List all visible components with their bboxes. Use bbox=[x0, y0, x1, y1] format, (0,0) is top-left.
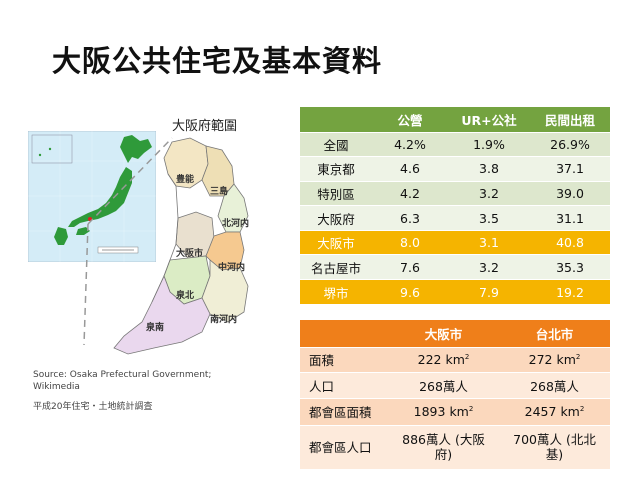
cell: 268萬人 bbox=[499, 371, 610, 398]
row-label: 都會區人口 bbox=[300, 424, 388, 469]
cell: 7.9 bbox=[448, 279, 530, 305]
row-label: 堺市 bbox=[300, 279, 372, 305]
cell: 31.1 bbox=[530, 205, 610, 231]
row-label: 面積 bbox=[300, 346, 388, 372]
cell: 4.2% bbox=[372, 131, 448, 157]
city-comparison-table: 大阪市 台北市 面積 222 km2 272 km2 人口 268萬人 268萬… bbox=[300, 320, 610, 469]
cell: 886萬人 (大阪府) bbox=[388, 424, 499, 469]
region-label-osaka-city: 大阪市 bbox=[176, 247, 203, 259]
region-label-senboku: 泉北 bbox=[175, 289, 194, 301]
cell: 35.3 bbox=[530, 254, 610, 280]
table-row: 都會區面積 1893 km2 2457 km2 bbox=[300, 397, 610, 425]
region-kitakawachi bbox=[217, 183, 249, 233]
cell: 272 km2 bbox=[499, 346, 610, 372]
table-row: 全國 4.2% 1.9% 26.9% bbox=[300, 131, 610, 157]
row-label: 名古屋市 bbox=[300, 254, 372, 280]
row-label: 東京都 bbox=[300, 156, 372, 182]
cell: 3.8 bbox=[448, 156, 530, 182]
unit-sup: 2 bbox=[468, 404, 474, 413]
cell: 700萬人 (北北基) bbox=[499, 424, 610, 469]
header-taipei: 台北市 bbox=[499, 320, 610, 347]
region-label-minamikawachi: 南河内 bbox=[210, 313, 237, 325]
cell: 222 km2 bbox=[388, 346, 499, 372]
region-label-toyono: 豊能 bbox=[176, 173, 194, 185]
header-blank bbox=[300, 107, 372, 132]
row-label: 大阪市 bbox=[300, 229, 372, 255]
row-label: 大阪府 bbox=[300, 205, 372, 231]
cell: 7.6 bbox=[372, 254, 448, 280]
cell: 9.6 bbox=[372, 279, 448, 305]
cell: 8.0 bbox=[372, 229, 448, 255]
region-label-kitakawachi: 北河内 bbox=[222, 217, 249, 229]
header-public: 公營 bbox=[372, 107, 448, 132]
cell: 2457 km2 bbox=[499, 397, 610, 425]
region-minamikawachi bbox=[201, 259, 249, 323]
table-row-highlighted: 大阪市 8.0 3.1 40.8 bbox=[300, 229, 610, 255]
cell: 6.3 bbox=[372, 205, 448, 231]
public-housing-table: 公營 UR+公社 民間出租 全國 4.2% 1.9% 26.9% 東京都 4.6… bbox=[300, 107, 610, 305]
cell: 37.1 bbox=[530, 156, 610, 182]
region-label-nakakawachi: 中河内 bbox=[218, 261, 245, 273]
region-label-mishima: 三島 bbox=[210, 185, 228, 197]
table-row: 都會區人口 886萬人 (大阪府) 700萬人 (北北基) bbox=[300, 424, 610, 469]
unit-sup: 2 bbox=[464, 352, 470, 361]
header-ur: UR+公社 bbox=[448, 107, 530, 132]
table-row: 面積 222 km2 272 km2 bbox=[300, 346, 610, 372]
table-row: 大阪府 6.3 3.5 31.1 bbox=[300, 205, 610, 231]
page-title: 大阪公共住宅及基本資料 bbox=[52, 44, 383, 78]
table-row: 特別區 4.2 3.2 39.0 bbox=[300, 180, 610, 206]
table-row: 人口 268萬人 268萬人 bbox=[300, 371, 610, 398]
region-sennan bbox=[113, 274, 211, 355]
table-row: 名古屋市 7.6 3.2 35.3 bbox=[300, 254, 610, 280]
header-osaka: 大阪市 bbox=[388, 320, 499, 347]
header-private-rental: 民間出租 bbox=[530, 107, 610, 132]
cell: 3.1 bbox=[448, 229, 530, 255]
header-blank bbox=[300, 320, 388, 347]
cell: 1.9% bbox=[448, 131, 530, 157]
row-label: 特別區 bbox=[300, 180, 372, 206]
cell: 1893 km2 bbox=[388, 397, 499, 425]
region-toyono bbox=[163, 137, 209, 189]
table-header-row: 大阪市 台北市 bbox=[300, 320, 610, 347]
table-row-highlighted: 堺市 9.6 7.9 19.2 bbox=[300, 279, 610, 305]
map-label: 大阪府範圍 bbox=[172, 119, 238, 134]
cell-value: 222 km bbox=[417, 352, 465, 367]
row-label: 人口 bbox=[300, 371, 388, 398]
row-label: 都會區面積 bbox=[300, 397, 388, 425]
cell: 26.9% bbox=[530, 131, 610, 157]
cell-value: 272 km bbox=[528, 352, 576, 367]
cell: 4.6 bbox=[372, 156, 448, 182]
cell: 3.2 bbox=[448, 180, 530, 206]
cell: 4.2 bbox=[372, 180, 448, 206]
cell-value: 2457 km bbox=[524, 404, 580, 419]
row-label: 全國 bbox=[300, 131, 372, 157]
cell: 39.0 bbox=[530, 180, 610, 206]
table-row: 東京都 4.6 3.8 37.1 bbox=[300, 156, 610, 182]
cell: 40.8 bbox=[530, 229, 610, 255]
cell-value: 1893 km bbox=[413, 404, 469, 419]
osaka-prefecture-map: 豊能 三島 北河内 大阪市 中河内 泉北 南河内 泉南 bbox=[113, 137, 249, 355]
survey-note: 平成20年住宅・土地統計調査 bbox=[33, 402, 153, 412]
cell: 3.2 bbox=[448, 254, 530, 280]
table-header-row: 公營 UR+公社 民間出租 bbox=[300, 107, 610, 132]
region-label-sennan: 泉南 bbox=[145, 321, 164, 333]
unit-sup: 2 bbox=[579, 404, 585, 413]
cell: 3.5 bbox=[448, 205, 530, 231]
source-note: Source: Osaka Prefectural Government; Wi… bbox=[33, 370, 212, 392]
cell: 19.2 bbox=[530, 279, 610, 305]
cell: 268萬人 bbox=[388, 371, 499, 398]
unit-sup: 2 bbox=[575, 352, 581, 361]
